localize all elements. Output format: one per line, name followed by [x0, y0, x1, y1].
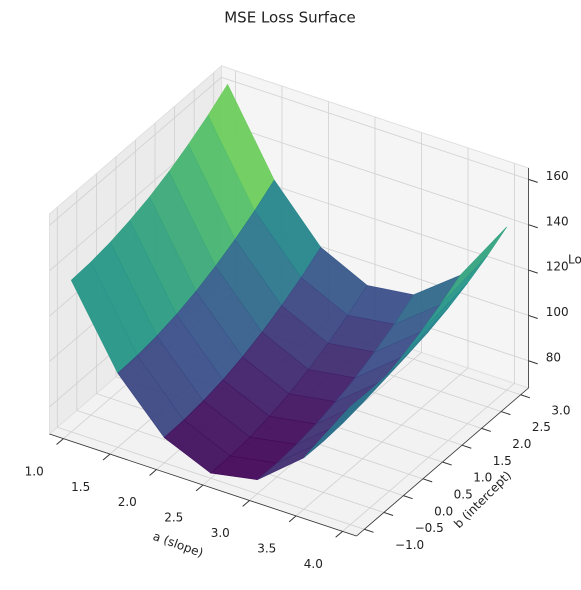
y-tick [500, 411, 511, 416]
z-tick [528, 178, 538, 183]
z-tick-label: 100 [546, 305, 569, 319]
y-tick [520, 394, 531, 399]
grid-line [49, 77, 222, 226]
x-tick-label: 1.0 [25, 464, 44, 478]
grid-line [221, 122, 529, 226]
y-tick-label: 3.0 [551, 403, 570, 417]
z-tick-label: 120 [546, 260, 569, 274]
x-tick [149, 469, 157, 476]
x-tick-label: 3.0 [211, 526, 230, 540]
y-tick [364, 528, 374, 533]
z-tick-label: 160 [546, 169, 569, 183]
x-tick-label: 3.5 [257, 542, 276, 556]
y-tick-label: 1.0 [473, 471, 492, 485]
y-tick-label: 2.0 [512, 437, 531, 451]
grid-line [57, 426, 365, 530]
y-tick [422, 478, 433, 483]
y-tick-label: 1.5 [493, 454, 512, 468]
z-tick [528, 314, 538, 319]
y-tick-label: −0.5 [415, 521, 444, 535]
y-tick-label: 2.5 [532, 420, 551, 434]
x-tick [242, 500, 250, 507]
x-tick [195, 484, 204, 492]
chart-title: MSE Loss Surface [224, 9, 356, 27]
y-tick [403, 495, 413, 500]
x-tick-label: 2.0 [118, 495, 137, 509]
x-tick [102, 453, 111, 461]
x-tick [288, 515, 297, 523]
x-tick-label: 1.5 [71, 480, 90, 494]
y-tick [481, 427, 491, 432]
y-tick-label: 0.0 [434, 504, 453, 518]
x-axis-label: a (slope) [151, 529, 205, 560]
z-tick [528, 224, 538, 229]
x-tick-label: 4.0 [304, 557, 323, 571]
x-tick [335, 530, 343, 538]
x-tick [56, 438, 64, 445]
z-axis-label: Loss [568, 253, 581, 267]
y-tick [442, 461, 452, 466]
y-tick-label: 0.5 [454, 488, 473, 502]
grid-line [221, 76, 529, 180]
z-tick [528, 269, 538, 274]
y-tick [461, 444, 472, 449]
z-tick-label: 140 [546, 214, 569, 228]
y-tick-label: −1.0 [395, 538, 424, 552]
x-tick-label: 2.5 [164, 511, 183, 525]
z-tick [528, 360, 538, 365]
z-tick-label: 80 [546, 350, 561, 364]
surface-patch [303, 390, 371, 458]
y-tick [383, 511, 394, 516]
